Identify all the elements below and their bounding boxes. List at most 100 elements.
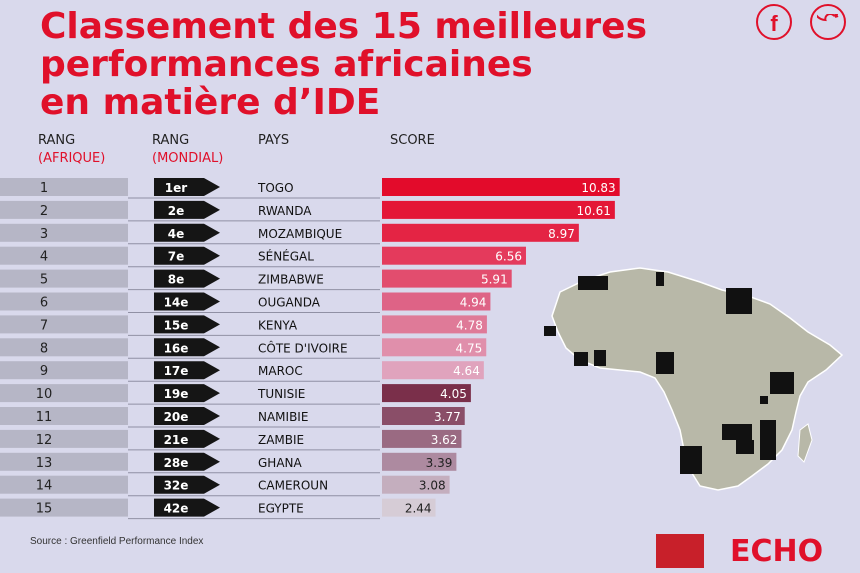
rank-world-label: 19e: [164, 387, 189, 401]
title-line-2: performances africaines: [40, 44, 533, 85]
map-morocco: [578, 276, 608, 290]
rank-africa-cell: [0, 223, 128, 242]
score-bar: [382, 452, 457, 471]
rank-africa-cell: [0, 475, 128, 494]
map-egypt: [726, 288, 752, 314]
rank-africa-label: 3: [40, 227, 48, 242]
rank-world-label: 16e: [164, 341, 189, 355]
score-value-label: 4.64: [453, 364, 480, 378]
score-bar: [382, 338, 487, 357]
header-score: SCORE: [390, 133, 435, 148]
score-bar: [382, 384, 471, 403]
rank-africa-cell: [0, 384, 128, 403]
madagascar: [797, 423, 813, 463]
map-senegal: [544, 326, 556, 336]
rank-world-tag: [154, 498, 220, 517]
rank-world-tag: [154, 361, 220, 380]
header-rank-africa-sub: (AFRIQUE): [38, 151, 106, 166]
rank-world-tag: [154, 178, 220, 196]
country-label: TOGO: [257, 181, 294, 195]
rank-world-label: 1er: [165, 181, 187, 195]
rank-world-label: 15e: [164, 318, 189, 332]
score-bar: [382, 361, 484, 380]
rank-africa-label: 10: [36, 387, 53, 402]
map-cameroon: [656, 352, 674, 374]
score-bar: [382, 429, 462, 448]
rank-world-label: 17e: [164, 364, 189, 378]
rank-africa-cell: [0, 338, 128, 357]
map-zimbabwe: [736, 440, 754, 454]
country-label: ZIMBABWE: [258, 273, 324, 287]
map-mozambique: [760, 420, 776, 460]
header-rank-africa: RANG (AFRIQUE): [38, 132, 105, 168]
score-value-label: 3.08: [419, 479, 446, 493]
map-uganda-kenya: [770, 372, 794, 394]
score-bar: [382, 315, 487, 334]
rank-world-tag: [154, 223, 220, 242]
header-rank-world: RANG (MONDIAL): [152, 132, 223, 168]
rank-world-label: 8e: [168, 273, 185, 287]
rank-world-tag: [154, 338, 220, 357]
rank-africa-label: 12: [36, 433, 53, 448]
rank-world-label: 28e: [164, 456, 189, 470]
score-bar: [382, 407, 465, 425]
score-value-label: 3.39: [426, 456, 453, 470]
map-cote-ivoire: [574, 352, 588, 366]
score-bar: [382, 200, 615, 219]
facebook-icon[interactable]: f: [756, 4, 792, 40]
score-value-label: 5.91: [481, 273, 508, 287]
twitter-icon[interactable]: [810, 4, 846, 40]
title-line-1: Classement des 15 meilleures: [40, 6, 647, 47]
echo-logo: ECHO: [730, 534, 824, 569]
score-value-label: 3.62: [431, 433, 458, 447]
rank-world-tag: [154, 452, 220, 471]
country-label: KENYA: [258, 318, 298, 332]
rank-world-tag: [154, 407, 220, 425]
country-label: ZAMBIE: [258, 433, 304, 447]
rank-world-tag: [154, 246, 220, 265]
rank-africa-label: 14: [36, 479, 53, 494]
score-bar: [382, 246, 526, 265]
score-bar: [382, 269, 512, 288]
rank-africa-label: 2: [40, 204, 48, 219]
rank-world-tag: [154, 200, 220, 219]
rank-world-tag: [154, 269, 220, 288]
rank-africa-label: 8: [40, 341, 48, 356]
rank-africa-label: 1: [40, 181, 48, 196]
africa-map: [544, 267, 844, 491]
rank-world-label: 20e: [164, 410, 189, 424]
score-value-label: 2.44: [405, 502, 432, 516]
score-value-label: 8.97: [548, 227, 575, 241]
map-ghana-togo: [594, 350, 606, 366]
rank-africa-cell: [0, 246, 128, 265]
rank-africa-cell: [0, 361, 128, 380]
score-value-label: 4.78: [456, 318, 483, 332]
header-rank-world-sub: (MONDIAL): [152, 151, 224, 166]
rank-africa-label: 4: [40, 250, 48, 265]
score-value-label: 3.77: [434, 410, 461, 424]
source-note: Source : Greenfield Performance Index: [30, 536, 204, 547]
score-bar: [382, 223, 579, 242]
header-rank-world-label: RANG: [152, 133, 190, 148]
title-line-3: en matière d’IDE: [40, 82, 381, 123]
publisher-logo: [656, 534, 704, 568]
rank-world-label: 14e: [164, 296, 189, 310]
map-tunisia: [656, 272, 664, 286]
rank-world-tag: [154, 475, 220, 494]
score-bar: [382, 292, 491, 311]
rank-world-label: 4e: [168, 227, 185, 241]
rank-africa-label: 5: [40, 273, 48, 288]
score-value-label: 6.56: [495, 250, 522, 264]
header-country: PAYS: [258, 133, 290, 148]
rank-africa-cell: [0, 269, 128, 288]
rank-africa-cell: [0, 178, 128, 196]
rank-africa-cell: [0, 292, 128, 311]
rank-africa-label: 11: [36, 410, 53, 425]
map-namibia: [680, 446, 702, 474]
country-label: MOZAMBIQUE: [258, 227, 342, 241]
rank-world-label: 2e: [168, 204, 185, 218]
rank-world-tag: [154, 384, 220, 403]
country-label: CÔTE D'IVOIRE: [258, 340, 348, 355]
rank-africa-cell: [0, 200, 128, 219]
